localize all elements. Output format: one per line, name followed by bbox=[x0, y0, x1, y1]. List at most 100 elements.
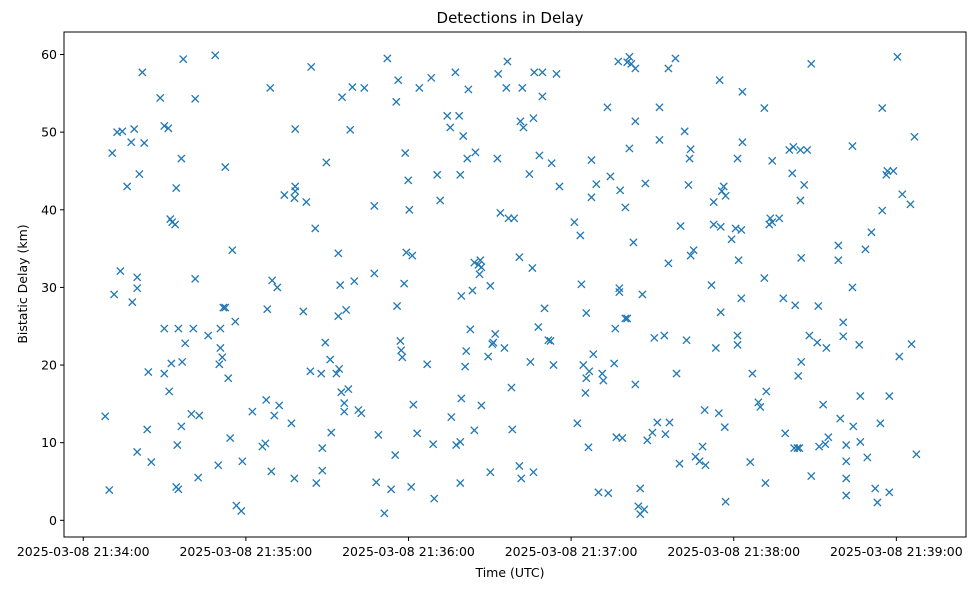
data-point bbox=[577, 280, 586, 289]
data-point bbox=[834, 256, 843, 265]
data-point bbox=[863, 453, 872, 462]
data-point bbox=[290, 474, 299, 483]
data-point bbox=[711, 343, 720, 353]
data-point bbox=[738, 87, 747, 96]
data-point bbox=[108, 149, 117, 158]
y-tick-label: 20 bbox=[41, 358, 57, 373]
data-point bbox=[160, 369, 169, 378]
data-point bbox=[407, 482, 416, 491]
data-point bbox=[579, 360, 588, 370]
x-tick-label: 2025-03-08 21:36:00 bbox=[342, 544, 475, 559]
data-point bbox=[174, 324, 183, 333]
data-point bbox=[631, 117, 640, 126]
data-point bbox=[290, 194, 299, 203]
data-point bbox=[477, 263, 486, 272]
data-point bbox=[876, 419, 885, 428]
data-point bbox=[171, 220, 180, 229]
data-point bbox=[346, 125, 355, 134]
data-point bbox=[370, 269, 379, 278]
data-point bbox=[459, 131, 468, 141]
data-point bbox=[720, 423, 729, 432]
data-point bbox=[429, 440, 438, 449]
data-point bbox=[760, 274, 769, 283]
data-point bbox=[839, 332, 848, 341]
data-point bbox=[476, 256, 485, 265]
data-point bbox=[156, 93, 165, 103]
data-point bbox=[486, 281, 495, 290]
data-point bbox=[387, 485, 396, 494]
data-point bbox=[685, 154, 694, 163]
data-point bbox=[585, 367, 594, 376]
data-point bbox=[538, 92, 547, 101]
data-point bbox=[587, 193, 596, 202]
data-point bbox=[709, 220, 718, 229]
data-point bbox=[291, 124, 300, 134]
data-point bbox=[391, 451, 400, 460]
data-point bbox=[494, 69, 503, 78]
data-point bbox=[118, 127, 127, 136]
data-points bbox=[101, 51, 921, 519]
data-point bbox=[821, 440, 830, 449]
data-point bbox=[456, 478, 465, 488]
data-point bbox=[815, 442, 824, 451]
data-point bbox=[400, 279, 409, 288]
data-point bbox=[226, 433, 235, 443]
data-point bbox=[625, 144, 634, 153]
data-point bbox=[672, 369, 681, 378]
plot-frame bbox=[63, 31, 967, 538]
data-point bbox=[584, 443, 593, 452]
data-point bbox=[462, 347, 471, 356]
data-point bbox=[360, 83, 369, 92]
data-point bbox=[515, 461, 524, 471]
data-point bbox=[807, 59, 816, 68]
data-point bbox=[160, 324, 169, 333]
data-point bbox=[604, 489, 613, 498]
data-point bbox=[433, 170, 442, 179]
data-point bbox=[781, 429, 790, 438]
data-point bbox=[489, 338, 498, 347]
data-point bbox=[415, 83, 424, 92]
data-point bbox=[486, 468, 495, 477]
data-point bbox=[665, 418, 674, 427]
data-point bbox=[357, 409, 366, 418]
data-point bbox=[133, 273, 142, 282]
data-point bbox=[623, 314, 632, 323]
data-point bbox=[219, 303, 228, 312]
data-point bbox=[261, 439, 270, 448]
data-point bbox=[413, 429, 422, 438]
data-point bbox=[340, 407, 349, 416]
data-point bbox=[760, 104, 769, 113]
data-point bbox=[538, 68, 547, 77]
data-point bbox=[484, 352, 493, 361]
data-point bbox=[715, 76, 724, 85]
data-point bbox=[372, 478, 381, 487]
data-point bbox=[238, 457, 247, 466]
data-point bbox=[468, 286, 477, 295]
data-point bbox=[466, 325, 475, 334]
data-point bbox=[631, 64, 640, 73]
data-point bbox=[510, 214, 519, 223]
data-point bbox=[397, 346, 406, 355]
data-point bbox=[470, 258, 479, 267]
data-point bbox=[540, 304, 549, 313]
data-point bbox=[611, 324, 620, 333]
data-point bbox=[530, 68, 539, 77]
data-point bbox=[885, 488, 894, 497]
data-point bbox=[517, 474, 526, 483]
data-point bbox=[842, 440, 851, 450]
data-point bbox=[686, 145, 695, 154]
data-point bbox=[383, 54, 392, 63]
data-point bbox=[910, 132, 919, 141]
data-point bbox=[408, 251, 417, 260]
data-point bbox=[748, 369, 757, 378]
data-point bbox=[529, 468, 538, 477]
x-tick-label: 2025-03-08 21:39:00 bbox=[830, 544, 963, 559]
data-point bbox=[262, 395, 271, 405]
data-point bbox=[211, 51, 220, 60]
data-point bbox=[216, 343, 225, 353]
data-point bbox=[342, 305, 351, 314]
data-point bbox=[393, 301, 402, 311]
data-point bbox=[398, 353, 407, 362]
chart-title: Detections in Delay bbox=[437, 9, 584, 27]
data-point bbox=[737, 225, 746, 235]
